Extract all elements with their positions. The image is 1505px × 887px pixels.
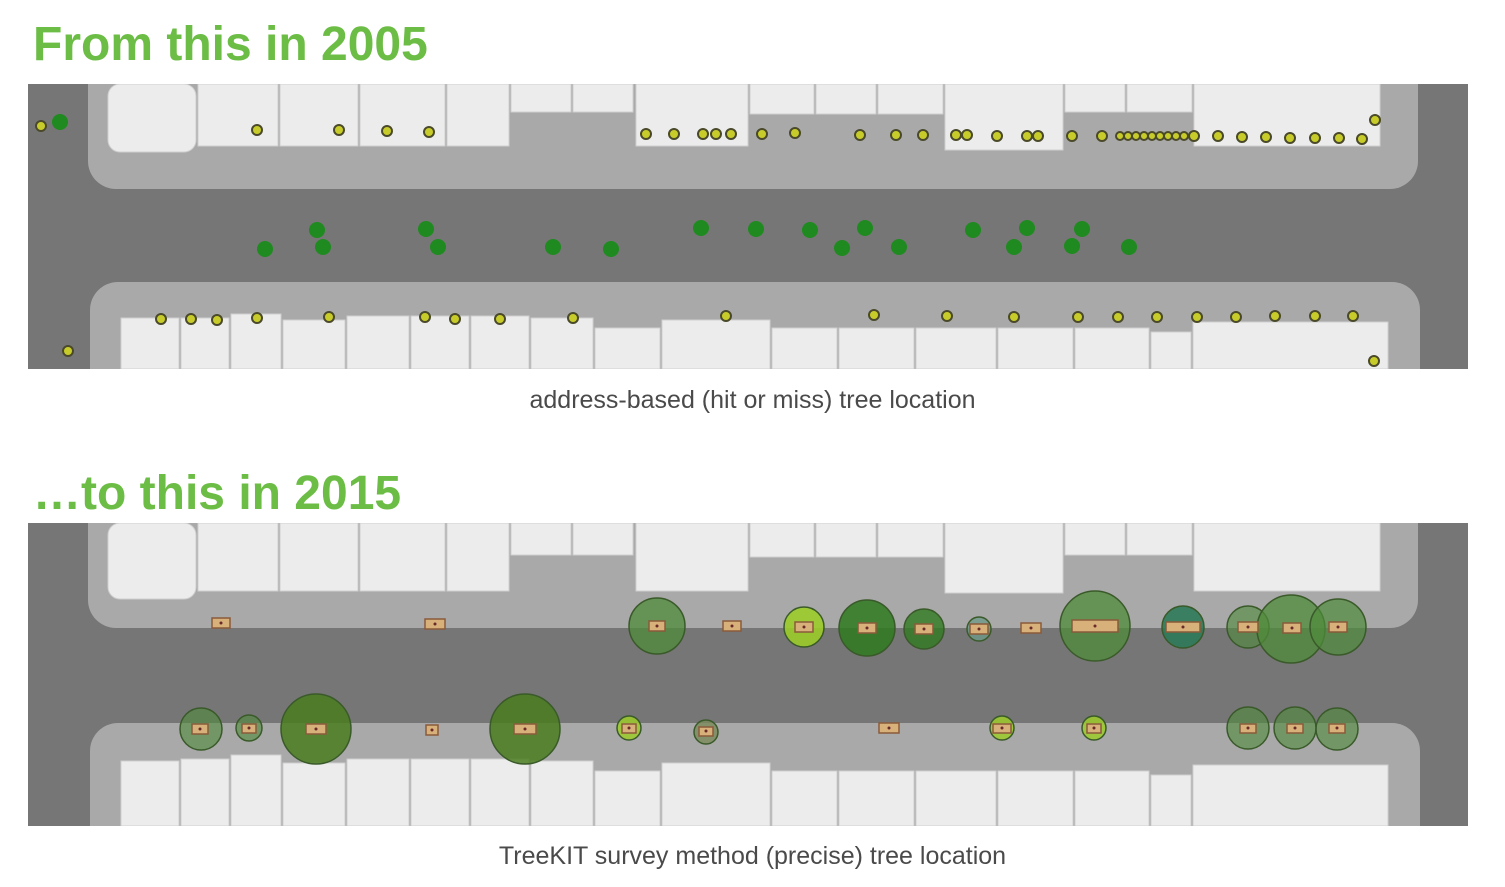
tree-canopies-north — [628, 590, 1367, 664]
heading-2015: …to this in 2015 — [33, 467, 402, 520]
buildings-north — [107, 84, 1381, 153]
map-2005-address-based — [28, 84, 1468, 369]
geocoded-trees — [52, 114, 1137, 257]
buildings-south — [120, 754, 1389, 826]
caption-treekit-survey: TreeKIT survey method (precise) tree loc… — [498, 842, 1007, 870]
buildings-north — [107, 523, 1381, 600]
heading-2005: From this in 2005 — [33, 18, 428, 71]
buildings-south — [120, 313, 1389, 369]
address-markers-north — [35, 114, 1381, 145]
address-markers-south — [62, 309, 1380, 367]
tree-trunks — [198, 621, 1340, 733]
map-2015-treekit-survey — [28, 523, 1468, 826]
caption-address-based: address-based (hit or miss) tree locatio… — [529, 386, 976, 414]
